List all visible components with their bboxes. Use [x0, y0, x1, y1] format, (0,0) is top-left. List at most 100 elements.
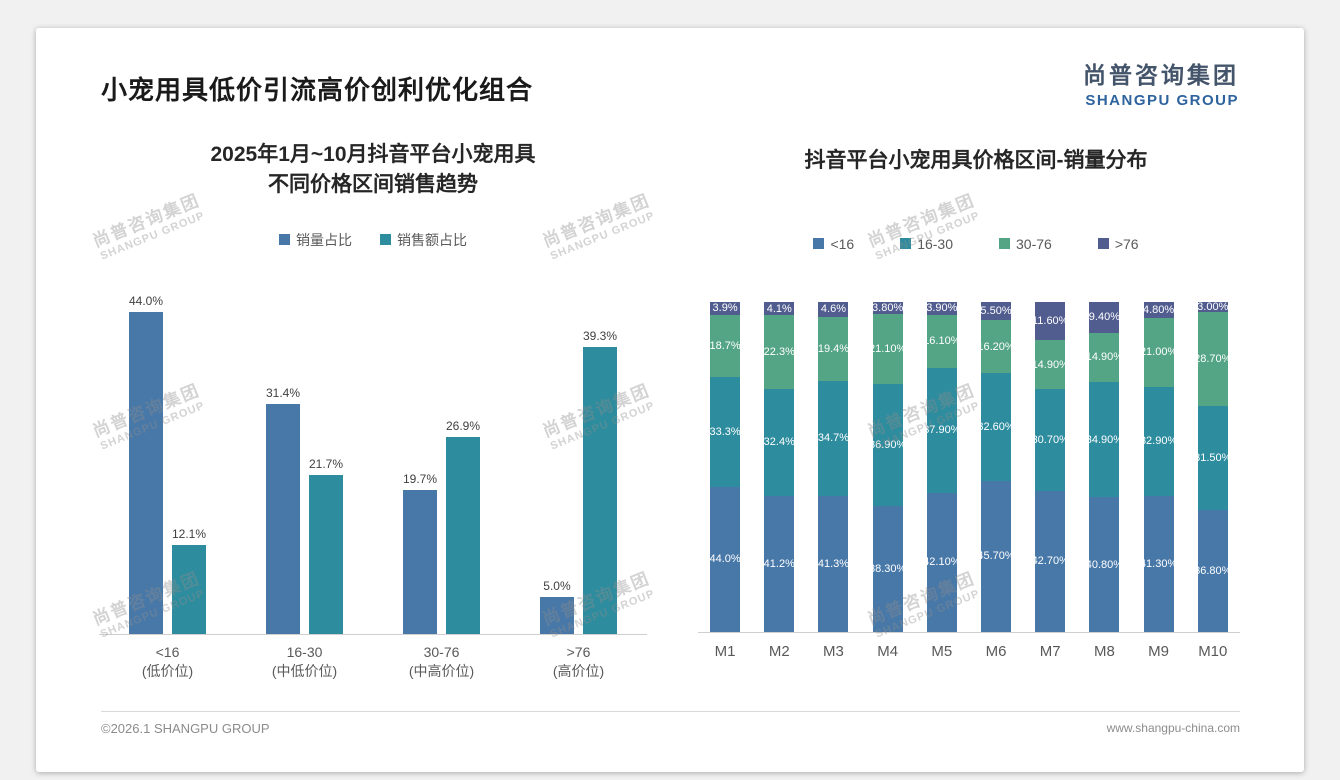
segment-value-label: 32.90%	[1139, 435, 1178, 448]
x-axis-label-month: M1	[714, 642, 736, 660]
bar-value-label: 21.7%	[309, 457, 344, 472]
legend-item-lt16: <16	[813, 236, 854, 252]
segment-value-label: 41.2%	[763, 557, 795, 570]
company-logo: 尚普咨询集团 SHANGPU GROUP	[1083, 56, 1239, 109]
segment-value-label: 32.60%	[977, 421, 1015, 434]
bar: 19.7%	[403, 472, 437, 634]
stack-segment: 14.90%	[1086, 332, 1123, 383]
segment-value-label: 33.3%	[709, 425, 741, 438]
segment-value-label: 38.30%	[869, 562, 907, 575]
bar-group: 31.4% 21.7%	[260, 386, 350, 634]
bar-rect	[446, 437, 481, 634]
stack-segment: 41.2%	[763, 495, 795, 632]
stack-segment: 36.80%	[1194, 510, 1231, 632]
segment-value-label: 42.70%	[1031, 555, 1069, 568]
segment-value-label: 3.80%	[872, 302, 904, 315]
x-axis-label-range: >76	[566, 643, 591, 660]
segment-value-label: 19.4%	[817, 343, 850, 356]
segment-value-label: 14.90%	[1085, 351, 1124, 364]
segment-value-label: 34.7%	[817, 432, 850, 445]
stack-segment: 4.1%	[764, 301, 795, 316]
right-chart: 抖音平台小宠用具价格区间-销量分布 <16 16-30 30-76 >76	[696, 146, 1256, 660]
stack-segment: 37.90%	[923, 367, 961, 493]
stack-segment: 4.6%	[818, 301, 849, 318]
bar-group: 19.7% 26.9%	[397, 419, 487, 634]
x-axis-label-month: M7	[1039, 642, 1061, 660]
legend-item-16-30: 16-30	[900, 236, 953, 252]
legend-item-sales-volume: 销量占比	[279, 230, 352, 250]
bar-group: 44.0% 12.1%	[123, 294, 213, 634]
stacked-bar: 42.10% 37.90% 16.10% 3.90%	[915, 301, 969, 632]
legend-label-gt76: >76	[1114, 235, 1139, 252]
legend-label-sales-volume: 销量占比	[296, 231, 352, 248]
bar-value-label: 19.7%	[402, 471, 437, 486]
segment-value-label: 36.90%	[869, 438, 907, 451]
stack-segment: 44.0%	[709, 486, 741, 632]
stack-segment: 41.3%	[817, 495, 850, 632]
legend-swatch-sales-volume	[279, 234, 290, 246]
stacked-bar: 44.0% 33.3% 18.7% 3.9%	[698, 301, 752, 632]
segment-value-label: 16.20%	[977, 340, 1015, 353]
stacked-bar: 41.2% 32.4% 22.3% 4.1%	[752, 301, 806, 632]
legend-item-sales-value: 销售额占比	[380, 230, 467, 250]
bar-value-label: 39.3%	[582, 328, 618, 343]
left-chart-legend: 销量占比 销售额占比	[84, 230, 662, 250]
x-axis-label-month: M2	[768, 642, 790, 660]
legend-swatch-lt16	[813, 238, 825, 250]
segment-value-label: 3.9%	[712, 302, 738, 315]
stack-segment: 3.80%	[872, 301, 904, 315]
segment-value-label: 4.1%	[766, 302, 792, 315]
left-chart-title-line2: 不同价格区间销售趋势	[268, 172, 478, 196]
x-axis-label-month: M5	[931, 642, 953, 660]
stack-segment: 14.90%	[1032, 340, 1069, 390]
stack-segment: 33.3%	[709, 376, 741, 487]
stack-segment: 32.60%	[977, 373, 1015, 482]
stacked-bar: 36.80% 31.50% 28.70% 3.00%	[1186, 300, 1240, 632]
bar-value-label: 12.1%	[172, 527, 207, 542]
segment-value-label: 11.60%	[1031, 314, 1069, 327]
left-plot-area: 44.0% 12.1% 31.4% 21.7% 19.7% 26.9% 5.0% 39.3%	[99, 294, 647, 635]
stacked-bar: 40.80% 34.90% 14.90% 9.40%	[1077, 301, 1131, 632]
bar-group: 5.0% 39.3%	[534, 329, 624, 634]
footer-website: www.shangpu-china.com	[1106, 721, 1240, 735]
x-axis-label-tier: (中高价位)	[408, 662, 475, 679]
legend-swatch-16-30	[900, 238, 912, 250]
slide-title: 小宠用具低价引流高价创利优化组合	[101, 75, 534, 105]
segment-value-label: 41.3%	[817, 557, 850, 570]
segment-value-label: 16.10%	[923, 335, 961, 348]
stack-segment: 9.40%	[1089, 301, 1120, 333]
stack-segment: 21.10%	[869, 314, 906, 384]
left-chart-title: 2025年1月~10月抖音平台小宠用具 不同价格区间销售趋势	[84, 140, 662, 200]
stack-segment: 45.70%	[977, 481, 1015, 632]
x-axis-label-month: M6	[985, 642, 1007, 660]
left-x-axis-labels: <16 (低价位) 16-30 (中低价位) 30-76 (中高价位) >76 (高价位)	[99, 643, 647, 681]
stacked-bar: 45.70% 32.60% 16.20% 5.50%	[969, 301, 1023, 632]
bar-value-label: 44.0%	[128, 294, 163, 309]
bar-value-label: 31.4%	[265, 386, 300, 401]
stacked-bar: 41.30% 32.90% 21.00% 4.80%	[1132, 301, 1186, 632]
stack-segment: 42.70%	[1032, 490, 1069, 632]
stack-segment: 22.3%	[764, 315, 795, 389]
segment-value-label: 3.90%	[926, 302, 958, 315]
bar: 21.7%	[309, 457, 344, 634]
segment-value-label: 32.4%	[763, 436, 795, 449]
right-x-axis-labels: M1 M2 M3 M4 M5 M6 M7 M8 M9 M10	[698, 643, 1240, 660]
segment-value-label: 3.00%	[1197, 300, 1229, 313]
stack-segment: 3.90%	[926, 301, 958, 315]
x-axis-label-month: M10	[1198, 642, 1228, 660]
stack-segment: 21.00%	[1140, 317, 1177, 387]
segment-value-label: 41.30%	[1139, 557, 1178, 570]
segment-value-label: 45.70%	[977, 550, 1015, 563]
x-axis-label: 30-76 (中高价位)	[397, 643, 487, 681]
right-chart-title: 抖音平台小宠用具价格区间-销量分布	[804, 149, 1148, 172]
stack-segment: 34.90%	[1086, 382, 1123, 498]
x-axis-label-month: M9	[1148, 642, 1170, 660]
stack-segment: 16.20%	[977, 319, 1015, 374]
segment-value-label: 31.50%	[1194, 452, 1232, 465]
segment-value-label: 40.80%	[1085, 558, 1124, 571]
bar: 12.1%	[172, 527, 207, 634]
bar-rect	[583, 346, 617, 634]
bar-rect	[402, 489, 437, 634]
bar-rect	[128, 312, 163, 634]
left-chart-title-line1: 2025年1月~10月抖音平台小宠用具	[210, 143, 536, 166]
